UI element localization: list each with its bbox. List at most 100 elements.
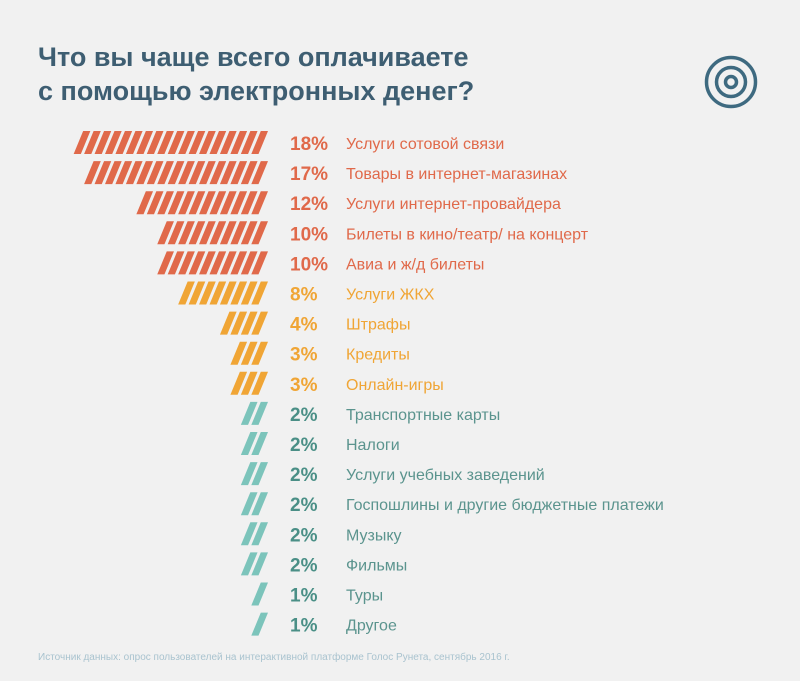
bar-stripe xyxy=(230,281,248,305)
bar-stripe xyxy=(188,191,206,215)
bar-stripe xyxy=(240,161,258,185)
bar-stripe xyxy=(209,221,227,245)
value-label: 2% xyxy=(290,405,318,426)
bar-stripe xyxy=(209,251,227,275)
category-label: Билеты в кино/театр/ на концерт xyxy=(346,226,589,243)
bar-stripe xyxy=(230,371,248,395)
value-label: 18% xyxy=(290,134,328,155)
bar-stripe xyxy=(251,251,268,275)
target-icon xyxy=(704,55,758,109)
bar-stripe xyxy=(157,221,174,245)
bar-stripe xyxy=(84,161,101,185)
value-label: 10% xyxy=(290,224,328,245)
chart-row: 2% Услуги учебных заведений xyxy=(240,462,545,486)
bar-stripe xyxy=(219,281,237,305)
value-label: 3% xyxy=(290,345,318,366)
bar-stripe xyxy=(240,462,258,486)
value-label: 8% xyxy=(290,285,318,306)
chart-row: 1% Туры xyxy=(251,582,383,607)
category-label: Товары в интернет-магазинах xyxy=(346,166,567,183)
bar-stripe xyxy=(188,221,206,245)
bar-stripe xyxy=(167,251,185,275)
chart-row: 10% Билеты в кино/театр/ на концерт xyxy=(157,221,589,245)
value-label: 2% xyxy=(290,465,318,486)
bar-stripe xyxy=(188,251,206,275)
bar-stripe xyxy=(157,131,174,154)
bar-stripe xyxy=(199,221,216,245)
category-label: Фильмы xyxy=(346,557,407,574)
value-label: 2% xyxy=(290,435,318,456)
bar-stripe xyxy=(240,281,258,305)
bar-stripe xyxy=(219,311,237,335)
bar-stripe xyxy=(251,582,268,606)
category-label: Услуги учебных заведений xyxy=(346,467,545,484)
bar-stripe xyxy=(188,131,206,154)
bar-stripe xyxy=(209,161,227,185)
title-line-2: с помощью электронных денег? xyxy=(38,76,475,106)
bar-stripe xyxy=(230,221,248,245)
chart-row: 8% Услуги ЖКХ xyxy=(178,281,435,306)
bar-stripe xyxy=(240,552,258,576)
bar-stripe xyxy=(125,131,143,154)
value-label: 12% xyxy=(290,194,328,215)
chart-row: 12% Услуги интернет-провайдера xyxy=(136,191,561,215)
bar-stripe xyxy=(230,131,248,154)
bar-stripe xyxy=(230,251,248,275)
bar-stripe xyxy=(230,341,248,365)
bar-stripe xyxy=(136,161,154,185)
category-label: Музыку xyxy=(346,527,402,544)
bar-stripe xyxy=(146,131,164,154)
bar-stripe xyxy=(178,161,195,185)
bar-stripe xyxy=(240,191,258,215)
bar-stripe xyxy=(178,281,195,305)
bar-stripe xyxy=(199,251,216,275)
category-label: Штрафы xyxy=(346,317,410,334)
bar-stripe xyxy=(157,161,174,185)
bar-stripe xyxy=(94,131,112,154)
bar-stripe xyxy=(105,161,122,185)
bar-stripe xyxy=(251,552,268,576)
bar-stripe xyxy=(251,191,268,215)
bar-stripe xyxy=(178,251,195,275)
bar-stripe xyxy=(199,161,216,185)
bar-stripe xyxy=(240,522,258,546)
bar-stripe xyxy=(94,161,112,185)
bar-stripe xyxy=(157,251,174,275)
bar-stripe xyxy=(157,191,174,215)
bar-stripe xyxy=(146,191,164,215)
bar-stripe xyxy=(219,251,237,275)
bar-stripe xyxy=(209,131,227,154)
source-note: Источник данных: опрос пользователей на … xyxy=(38,652,510,663)
bar-stripe xyxy=(219,161,237,185)
bar-stripe xyxy=(230,311,248,335)
value-label: 2% xyxy=(290,495,318,516)
bar-stripe xyxy=(219,191,237,215)
chart-row: 2% Госпошлины и другие бюджетные платежи xyxy=(240,492,664,516)
bar-stripe xyxy=(136,131,154,154)
bar-stripe xyxy=(209,281,227,305)
chart-row: 18% Услуги сотовой связи xyxy=(73,131,504,155)
value-label: 17% xyxy=(290,164,328,185)
value-label: 2% xyxy=(290,555,318,576)
bar-stripe xyxy=(219,131,237,154)
bar-stripe xyxy=(84,131,101,154)
category-label: Транспортные карты xyxy=(346,407,500,424)
chart-row: 10% Авиа и ж/д билеты xyxy=(157,251,484,275)
value-label: 10% xyxy=(290,254,328,275)
bar-stripe xyxy=(125,161,143,185)
bar-stripe xyxy=(115,131,133,154)
bar-stripe xyxy=(115,161,133,185)
bar-stripe xyxy=(230,161,248,185)
bar-stripe xyxy=(178,221,195,245)
bar-stripe xyxy=(251,221,268,245)
chart-row: 2% Транспортные карты xyxy=(240,401,500,426)
bar-stripe xyxy=(240,401,258,425)
category-label: Госпошлины и другие бюджетные платежи xyxy=(346,497,664,514)
value-label: 3% xyxy=(290,375,318,396)
bar-stripe xyxy=(178,191,195,215)
chart-row: 3% Онлайн-игры xyxy=(230,371,444,396)
category-label: Услуги сотовой связи xyxy=(346,136,504,153)
bar-stripe xyxy=(178,131,195,154)
bar-stripe xyxy=(240,371,258,395)
